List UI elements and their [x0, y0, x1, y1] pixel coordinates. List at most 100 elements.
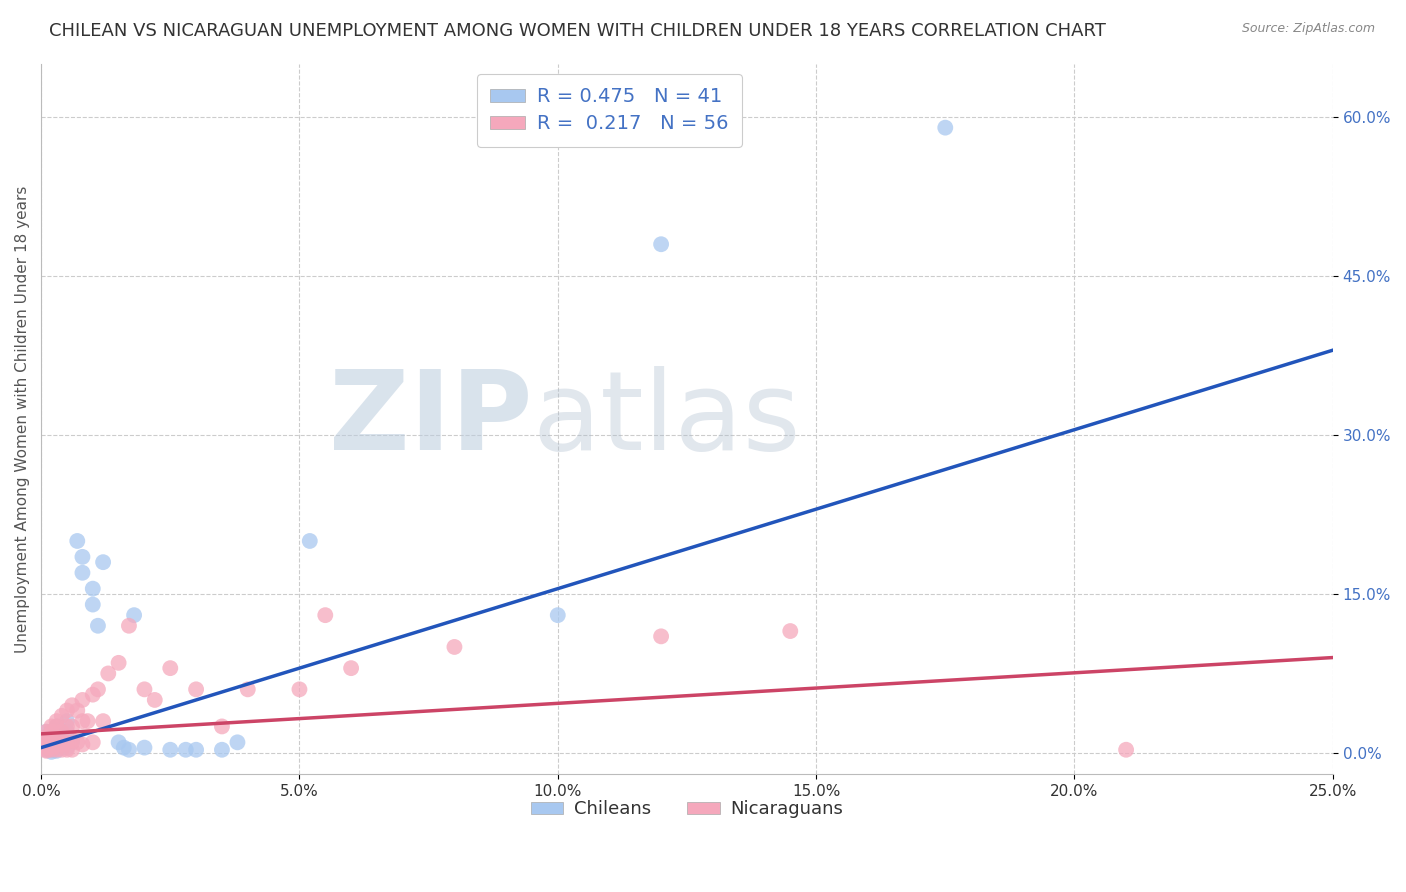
Point	[82, 598, 104, 612]
Point	[35, 735, 58, 749]
Point	[159, 743, 181, 757]
Y-axis label: Unemployment Among Women with Children Under 18 years: Unemployment Among Women with Children U…	[15, 186, 30, 653]
Point	[51, 709, 73, 723]
Point	[122, 608, 145, 623]
Point	[35, 735, 58, 749]
Point	[340, 661, 363, 675]
Text: atlas: atlas	[531, 366, 800, 473]
Point	[56, 743, 79, 757]
Point	[56, 724, 79, 739]
Point	[60, 735, 83, 749]
Point	[60, 698, 83, 713]
Point	[35, 740, 58, 755]
Point	[934, 120, 956, 135]
Point	[226, 735, 249, 749]
Text: ZIP: ZIP	[329, 366, 531, 473]
Point	[72, 714, 94, 728]
Point	[314, 608, 336, 623]
Point	[66, 704, 89, 718]
Point	[41, 724, 63, 739]
Point	[184, 682, 207, 697]
Point	[91, 555, 114, 569]
Point	[134, 740, 156, 755]
Point	[288, 682, 311, 697]
Point	[211, 719, 233, 733]
Point	[51, 743, 73, 757]
Point	[51, 730, 73, 744]
Point	[650, 237, 672, 252]
Point	[60, 733, 83, 747]
Point	[41, 738, 63, 752]
Point	[41, 743, 63, 757]
Text: CHILEAN VS NICARAGUAN UNEMPLOYMENT AMONG WOMEN WITH CHILDREN UNDER 18 YEARS CORR: CHILEAN VS NICARAGUAN UNEMPLOYMENT AMONG…	[49, 22, 1107, 40]
Point	[56, 735, 79, 749]
Point	[45, 714, 67, 728]
Point	[72, 549, 94, 564]
Point	[650, 629, 672, 643]
Point	[118, 743, 141, 757]
Point	[35, 724, 58, 739]
Point	[87, 619, 110, 633]
Point	[236, 682, 259, 697]
Point	[35, 744, 58, 758]
Point	[60, 743, 83, 757]
Point	[66, 533, 89, 548]
Point	[82, 735, 104, 749]
Point	[35, 739, 58, 753]
Point	[51, 724, 73, 739]
Point	[1115, 743, 1137, 757]
Point	[45, 744, 67, 758]
Point	[45, 738, 67, 752]
Point	[45, 735, 67, 749]
Text: Source: ZipAtlas.com: Source: ZipAtlas.com	[1241, 22, 1375, 36]
Point	[45, 740, 67, 755]
Point	[41, 740, 63, 755]
Point	[35, 740, 58, 755]
Point	[72, 566, 94, 580]
Point	[82, 582, 104, 596]
Point	[51, 740, 73, 755]
Point	[41, 745, 63, 759]
Point	[56, 719, 79, 733]
Legend: Chileans, Nicaraguans: Chileans, Nicaraguans	[523, 793, 851, 825]
Point	[45, 730, 67, 744]
Point	[72, 738, 94, 752]
Point	[174, 743, 197, 757]
Point	[41, 719, 63, 733]
Point	[779, 624, 801, 638]
Point	[45, 719, 67, 733]
Point	[35, 730, 58, 744]
Point	[107, 656, 129, 670]
Point	[41, 743, 63, 757]
Point	[547, 608, 569, 623]
Point	[112, 740, 135, 755]
Point	[60, 719, 83, 733]
Point	[41, 730, 63, 744]
Point	[184, 743, 207, 757]
Point	[211, 743, 233, 757]
Point	[134, 682, 156, 697]
Point	[298, 533, 321, 548]
Point	[35, 724, 58, 739]
Point	[45, 719, 67, 733]
Point	[76, 714, 98, 728]
Point	[56, 735, 79, 749]
Point	[118, 619, 141, 633]
Point	[45, 743, 67, 757]
Point	[35, 743, 58, 757]
Point	[443, 640, 465, 654]
Point	[143, 693, 166, 707]
Point	[41, 724, 63, 739]
Point	[66, 735, 89, 749]
Point	[97, 666, 120, 681]
Point	[41, 730, 63, 744]
Point	[107, 735, 129, 749]
Point	[91, 714, 114, 728]
Point	[51, 738, 73, 752]
Point	[159, 661, 181, 675]
Point	[41, 738, 63, 752]
Point	[87, 682, 110, 697]
Point	[56, 714, 79, 728]
Point	[35, 743, 58, 757]
Point	[72, 693, 94, 707]
